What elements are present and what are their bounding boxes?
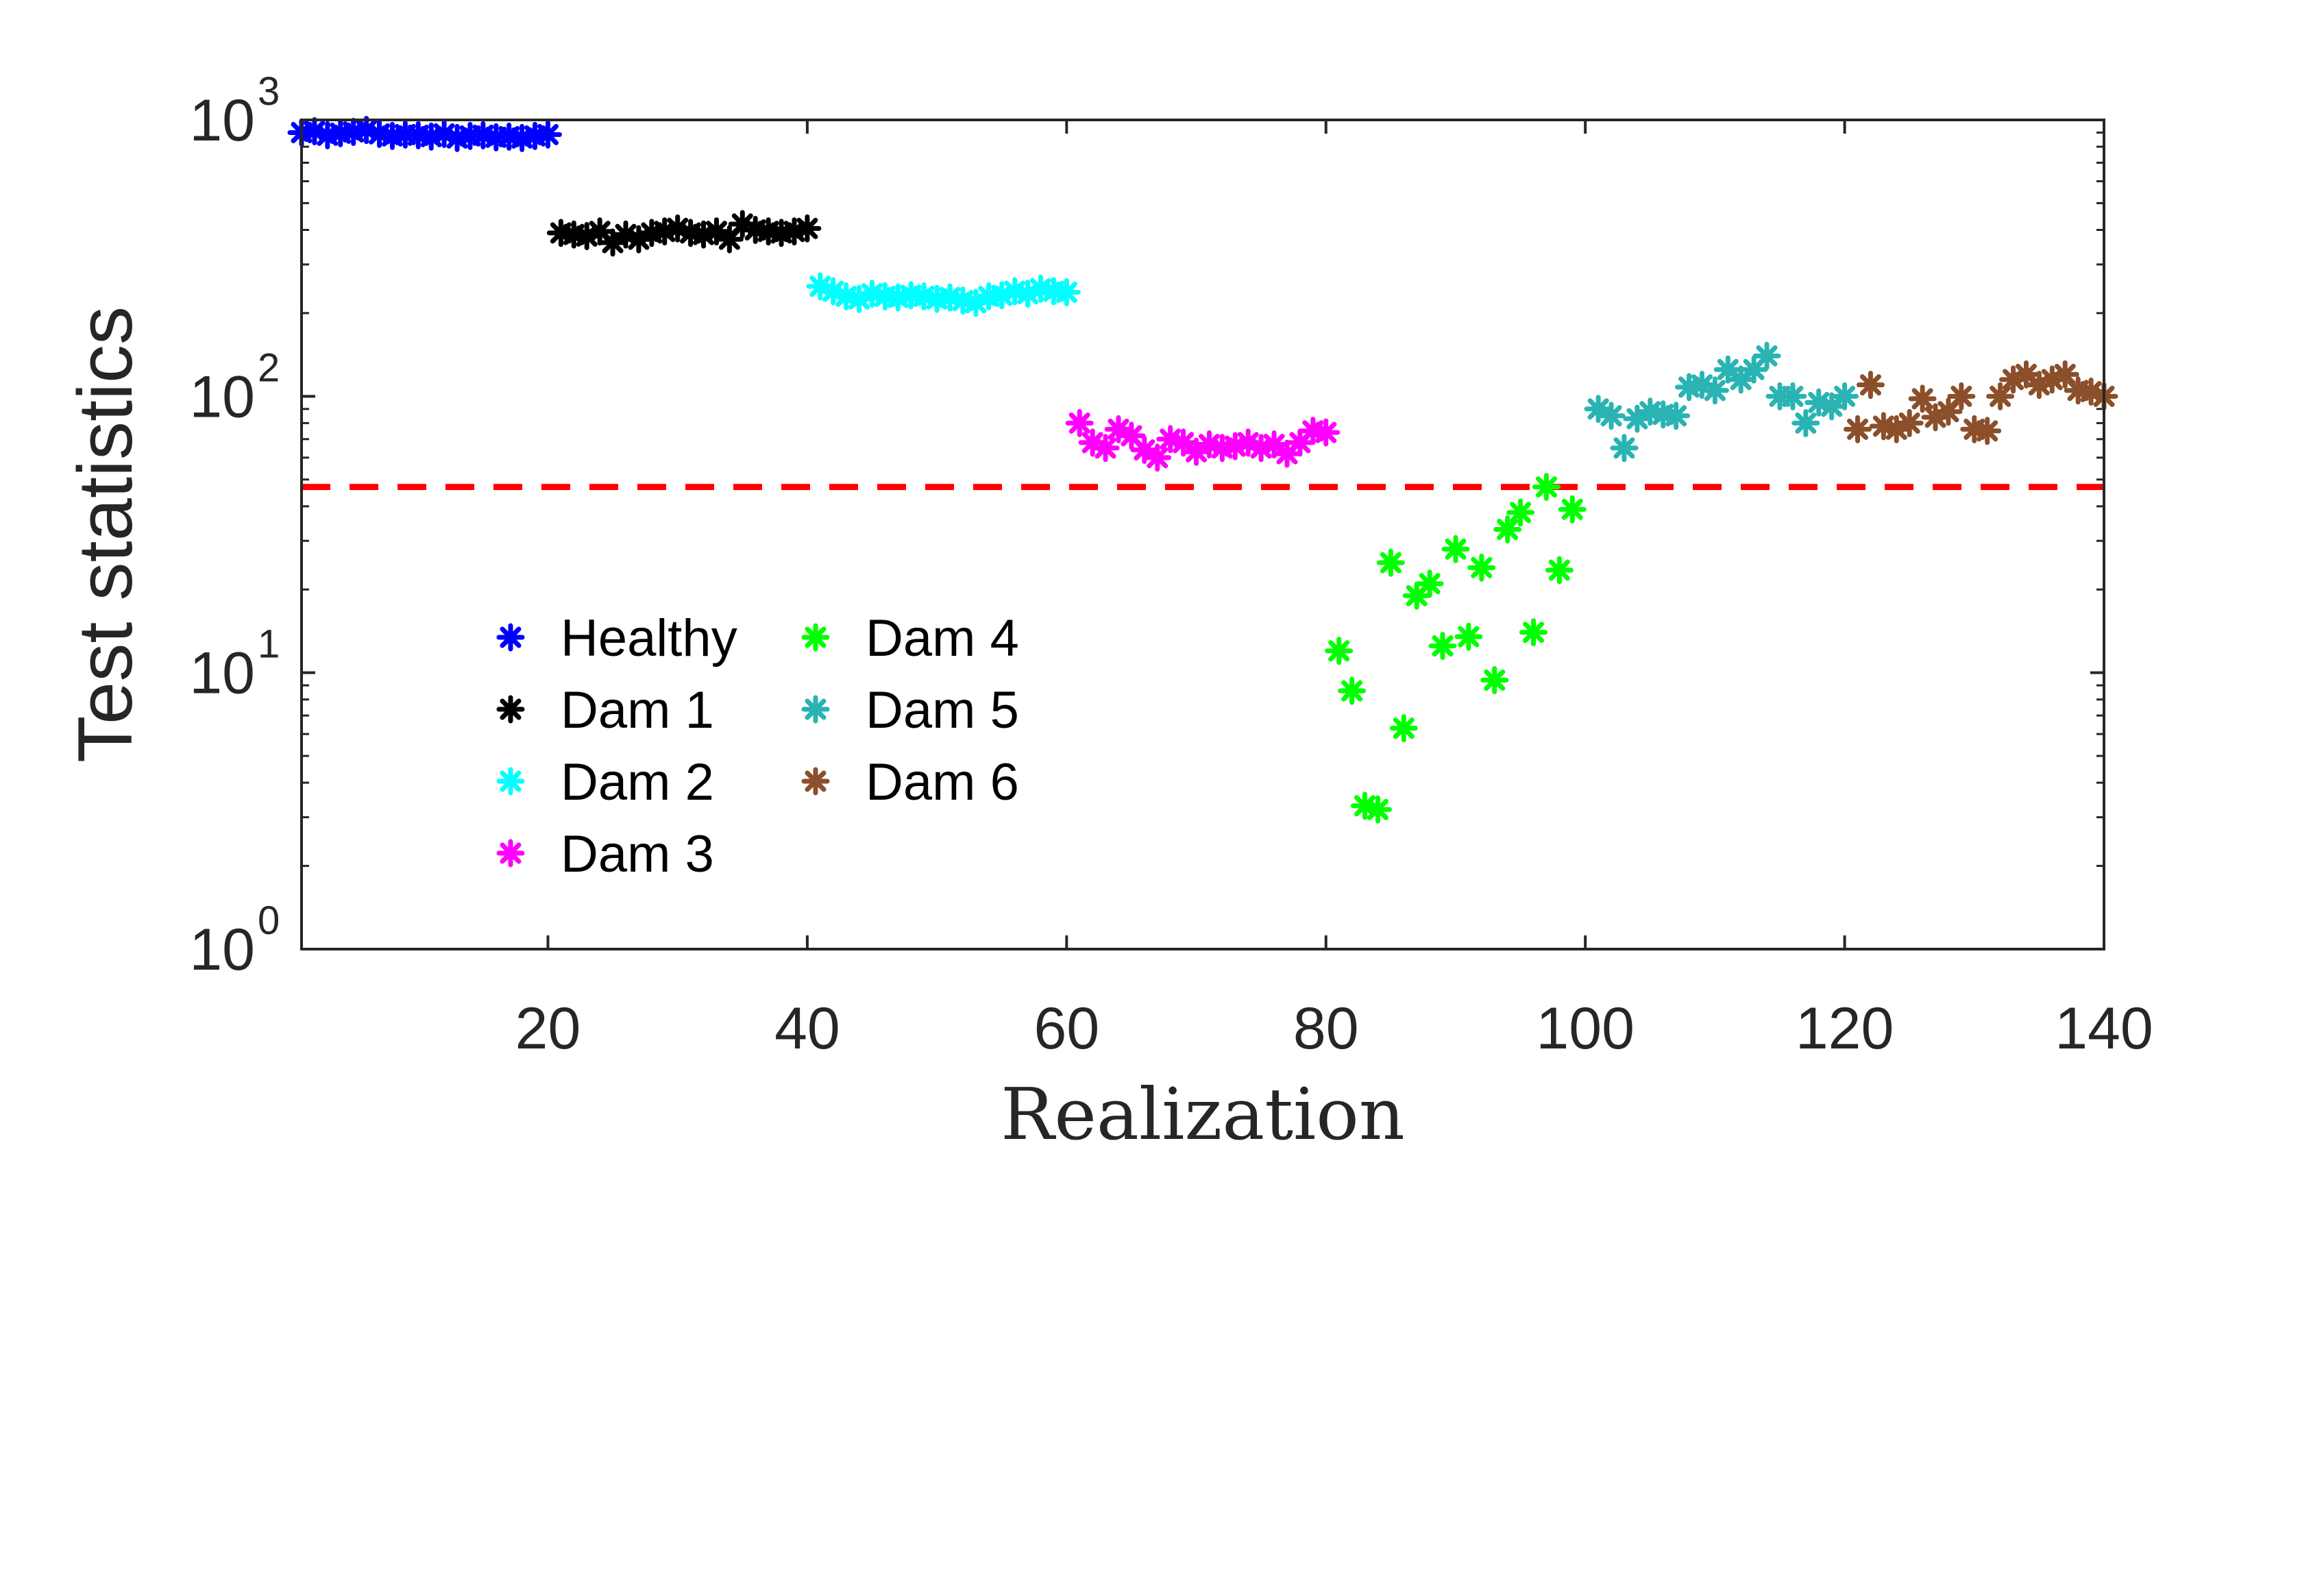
legend-item: Dam 4 [801,609,1019,667]
legend-label: Dam 5 [866,681,1019,739]
data-point [1312,418,1341,447]
x-tick-label: 140 [2055,996,2153,1061]
series-dam-2 [806,272,1081,317]
x-tick-label: 20 [515,996,581,1061]
data-point [1558,495,1587,524]
y-tick-exponent: 2 [258,345,280,390]
x-axis-label: Realization [1001,1072,1405,1156]
legend-item: Dam 1 [496,681,714,739]
series-dam-5 [1584,341,1859,463]
data-point [1973,417,2002,445]
y-tick-label: 10 [189,364,255,430]
data-point [1428,632,1457,661]
data-point [1454,622,1483,651]
x-tick-label: 80 [1293,996,1359,1061]
legend-label: Dam 6 [866,753,1019,811]
data-point [1986,382,2015,410]
data-point [1831,382,1859,410]
data-point [1947,382,1976,410]
data-point [2051,360,2079,389]
legend-label: Dam 1 [561,681,714,739]
data-point [1376,548,1405,577]
data-point [793,214,822,243]
data-point [1338,676,1367,705]
data-point [1752,341,1781,370]
data-point [1506,498,1535,527]
data-point [1389,714,1418,743]
data-point [1143,443,1172,472]
y-tick-label: 10 [189,641,255,707]
series-dam-3 [1065,408,1341,472]
legend-marker [496,695,525,724]
x-tick-label: 120 [1796,996,1894,1061]
x-tick-labels: 20 40 60 80 100 120 140 [515,996,2153,1061]
legend-marker [801,695,830,724]
data-point [1325,637,1354,665]
legend-label: Dam 3 [561,825,714,883]
data-point [1467,553,1496,582]
y-axis-label: Test statistics [62,306,148,763]
legend-marker [801,623,830,652]
data-point [715,225,744,254]
legend-marker [496,623,525,652]
data-point [1895,408,1924,437]
data-point [1363,795,1392,824]
legend-item: Healthy [496,609,737,667]
data-point [1480,666,1509,695]
data-point [1091,434,1120,463]
series-dam-6 [1844,360,2118,445]
data-point [1778,382,1807,410]
data-point [1597,402,1626,430]
legend-item: Dam 2 [496,753,714,811]
data-point [1052,278,1081,306]
legend-marker [496,839,525,868]
data-point [1700,376,1729,405]
data-point [1713,355,1742,384]
data-point [1532,473,1561,502]
legend-marker [801,767,830,796]
y-tick-exponent: 3 [258,69,280,114]
data-point [1545,556,1574,585]
data-point [1169,428,1198,457]
y-tick-exponent: 1 [258,622,280,667]
legend-label: Dam 2 [561,753,714,811]
legend-label: Dam 4 [866,609,1019,667]
plot-frame [300,119,2105,950]
legend-item: Dam 3 [496,825,714,883]
data-point [1519,618,1547,647]
data-markers [287,116,2118,824]
data-point [1908,384,1937,413]
data-point [1662,402,1691,430]
data-point [1856,371,1885,400]
data-point [585,217,614,246]
y-tick-label: 10 [189,917,255,983]
data-point [1441,535,1470,563]
data-point [1493,515,1522,544]
legend-item: Dam 6 [801,753,1019,811]
data-point [533,120,562,149]
data-point [1415,569,1444,598]
y-tick-exponent: 0 [258,898,280,943]
y-tick-label: 10 [189,88,255,154]
legend-label: Healthy [561,609,737,667]
data-point [1844,415,1872,443]
series-dam-4 [1325,473,1587,824]
data-point [1065,408,1094,437]
plot-background [302,120,2104,949]
data-point [1791,408,1820,437]
legend-item: Dam 5 [801,681,1019,739]
x-tick-label: 60 [1033,996,1099,1061]
series-healthy [287,116,562,152]
x-tick-label: 100 [1536,996,1635,1061]
legend-marker [496,767,525,796]
series-dam-1 [546,210,822,257]
data-point [1286,428,1314,457]
x-tick-label: 40 [774,996,840,1061]
data-point [1610,434,1639,463]
legend: Healthy Dam 1 Dam 2 Dam 3 Dam 4 Dam 5 Dam 6 [496,609,1019,883]
